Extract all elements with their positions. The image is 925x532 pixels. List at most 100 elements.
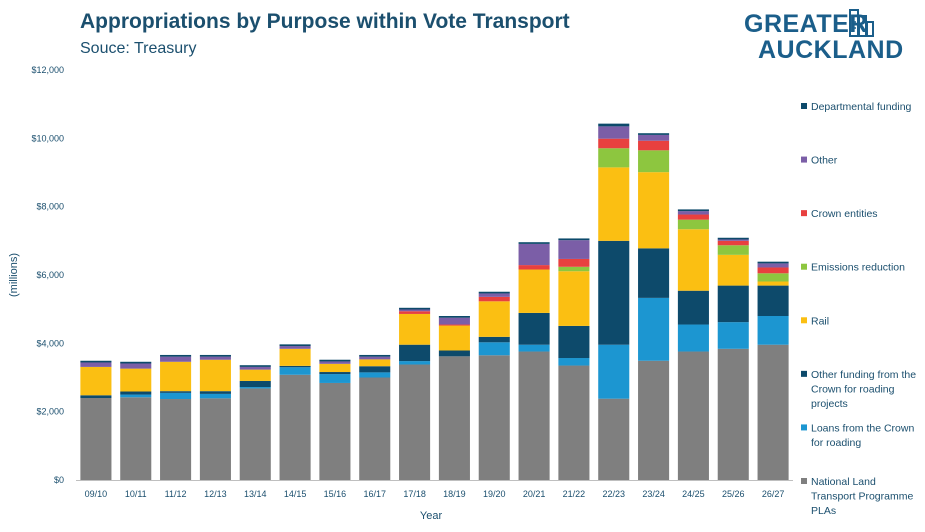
legend-label: Rail	[811, 315, 829, 327]
bar-segment	[80, 362, 112, 367]
bar-segment	[239, 369, 271, 381]
bar-segment	[438, 324, 470, 326]
bar-segment	[319, 359, 351, 362]
bar-segment	[598, 138, 630, 149]
legend-label: Loans from the Crown for roading	[811, 422, 914, 449]
bar-segment	[120, 394, 152, 398]
legend-label: Other	[811, 155, 838, 167]
bar-segment	[120, 368, 152, 392]
bar-segment	[518, 243, 550, 266]
bar-segment	[319, 363, 351, 373]
y-axis: $0 $2,000 $4,000 $6,000 $8,000 $10,000 $12,000	[31, 65, 64, 485]
bar-segment	[677, 219, 709, 230]
bar-segment	[160, 356, 192, 362]
chart-title: Appropriations by Purpose within Vote Tr…	[80, 10, 570, 33]
bar-segment	[757, 316, 789, 345]
bar-segment	[399, 344, 431, 362]
bar-segment	[199, 354, 231, 357]
bar-segment	[518, 344, 550, 352]
bar-segment	[558, 258, 590, 267]
bar-segment	[638, 133, 670, 135]
greater-auckland-logo: GREATER AUCKLAND	[742, 8, 912, 64]
y-tick-label: $12,000	[31, 65, 64, 75]
bar-segment	[518, 269, 550, 313]
skyline-icon	[849, 9, 874, 37]
legend-swatch	[801, 424, 807, 431]
bar-segment	[478, 296, 510, 302]
bar-segment	[558, 271, 590, 326]
bar-segment	[120, 397, 152, 480]
bar-segment	[80, 398, 112, 480]
chart-subtitle: Souce: Treasury	[80, 40, 197, 57]
bar-segment	[598, 126, 630, 139]
bar-segment	[199, 356, 231, 360]
bar-segment	[279, 348, 311, 366]
bar-segment	[757, 273, 789, 282]
y-tick-label: $4,000	[36, 338, 64, 348]
bar-segment	[677, 229, 709, 291]
bar-segment	[717, 240, 749, 246]
bar-segment	[239, 365, 271, 367]
bar-segment	[399, 313, 431, 345]
bar-segment	[757, 285, 789, 316]
legend: Transport Programme PLAsDepartmental fun…	[801, 101, 916, 517]
bar-segment	[677, 211, 709, 215]
bar-segment	[757, 344, 789, 480]
bar-segment	[598, 344, 630, 399]
bar-segment	[677, 351, 709, 480]
bar-segment	[677, 209, 709, 212]
bar-segment	[319, 361, 351, 364]
bar-segment	[438, 356, 470, 480]
bar-segment	[598, 123, 630, 127]
bar-segment	[558, 358, 590, 366]
bar-segment	[757, 261, 789, 264]
x-tick-label: 22/23	[602, 489, 625, 499]
bar-segment	[279, 367, 311, 375]
bar-segment	[438, 350, 470, 357]
y-tick-label: $0	[54, 475, 64, 485]
bar-segment	[558, 240, 590, 259]
bar-segment	[399, 361, 431, 365]
bar-segment	[160, 399, 192, 480]
y-axis-label: (millions)	[8, 253, 20, 297]
bar-segment	[438, 325, 470, 351]
bar-segment	[279, 344, 311, 347]
x-tick-label: 26/27	[762, 489, 785, 499]
bar-segment	[638, 297, 670, 361]
bar-segment	[478, 336, 510, 343]
bar-segment	[717, 322, 749, 349]
bar-segment	[319, 374, 351, 383]
bar-segment	[677, 214, 709, 220]
y-tick-label: $8,000	[36, 202, 64, 212]
bar-segment	[399, 364, 431, 480]
bar-segment	[478, 293, 510, 297]
bar-segment	[638, 150, 670, 173]
bar-segment	[399, 309, 431, 312]
x-tick-label: 12/13	[204, 489, 227, 499]
bar-segment	[399, 307, 431, 310]
bar-segment	[199, 391, 231, 394]
logo-line-1: GREATER	[744, 10, 868, 38]
bar-segment	[239, 388, 271, 480]
bar-segment	[359, 354, 391, 357]
bar-segment	[558, 365, 590, 480]
bar-segment	[638, 248, 670, 298]
legend-swatch	[801, 103, 807, 109]
bar-segment	[638, 360, 670, 480]
x-tick-label: 14/15	[284, 489, 307, 499]
legend-label: Departmental funding	[811, 101, 912, 113]
legend-label: Emissions reduction	[811, 262, 905, 274]
bar-segment	[717, 239, 749, 241]
legend-swatch	[801, 263, 807, 270]
bar-segment	[279, 365, 311, 368]
bar-segment	[438, 316, 470, 318]
x-tick-label: 23/24	[642, 489, 665, 499]
bar-segment	[160, 354, 192, 357]
bar-segment	[478, 301, 510, 337]
legend-label: Crown entities	[811, 208, 878, 220]
bar-segment	[717, 254, 749, 286]
x-tick-label: 21/22	[563, 489, 586, 499]
bar-segment	[160, 391, 192, 393]
bar-segment	[558, 266, 590, 272]
